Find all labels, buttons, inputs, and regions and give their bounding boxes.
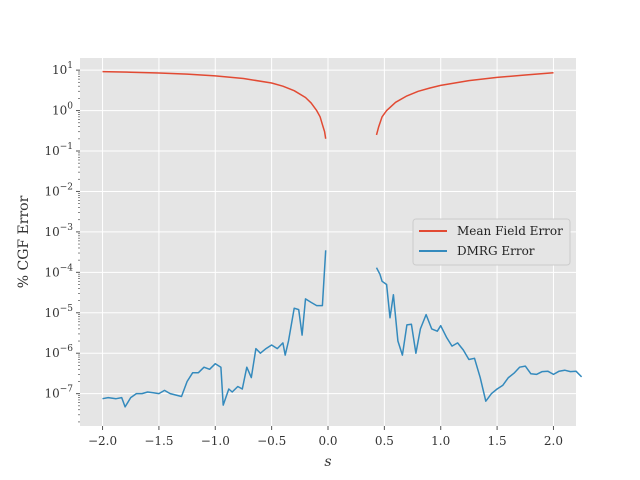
legend-box <box>412 218 571 266</box>
y-tick-label: 10−2 <box>44 182 73 198</box>
legend-label-dmrg: DMRG Error <box>457 244 535 258</box>
series-line-mean-field <box>102 70 327 139</box>
x-tick-label: −1.5 <box>144 434 173 448</box>
y-axis-label: % CGF Error <box>16 195 32 288</box>
x-tick-label: −0.5 <box>257 434 286 448</box>
y-tick-label: 10−5 <box>44 304 73 320</box>
y-tick-label: 10−7 <box>44 385 73 401</box>
series-line-mean-field <box>375 72 554 136</box>
grid-lines <box>80 58 576 426</box>
y-tick-label: 10−4 <box>44 263 73 279</box>
x-axis-label: s <box>324 454 331 470</box>
y-tick-label: 100 <box>52 102 73 118</box>
series-layer <box>102 70 583 408</box>
x-tick-label: 0.5 <box>375 434 394 448</box>
x-tick-label: 1.5 <box>488 434 507 448</box>
series-line-dmrg <box>375 267 583 402</box>
legend: Mean Field Error DMRG Error <box>412 218 571 266</box>
legend-label-mean-field: Mean Field Error <box>457 224 563 238</box>
y-tick-label: 101 <box>52 61 73 77</box>
y-tick-label: 10−1 <box>44 142 73 158</box>
y-tick-label: 10−6 <box>44 344 73 360</box>
x-tick-label: 0.0 <box>318 434 337 448</box>
x-tick-label: 1.0 <box>431 434 450 448</box>
y-axis-ticks: 101 100 10−1 10−2 10−3 10−4 10−5 10−6 10−7 <box>44 61 80 423</box>
x-tick-label: −2.0 <box>88 434 117 448</box>
x-tick-label: −1.0 <box>201 434 230 448</box>
x-tick-label: 2.0 <box>544 434 563 448</box>
series-line-dmrg <box>102 250 327 408</box>
y-tick-label: 10−3 <box>44 223 73 239</box>
x-axis-ticks: −2.0 −1.5 −1.0 −0.5 0.0 0.5 1.0 1.5 2.0 <box>88 426 563 448</box>
